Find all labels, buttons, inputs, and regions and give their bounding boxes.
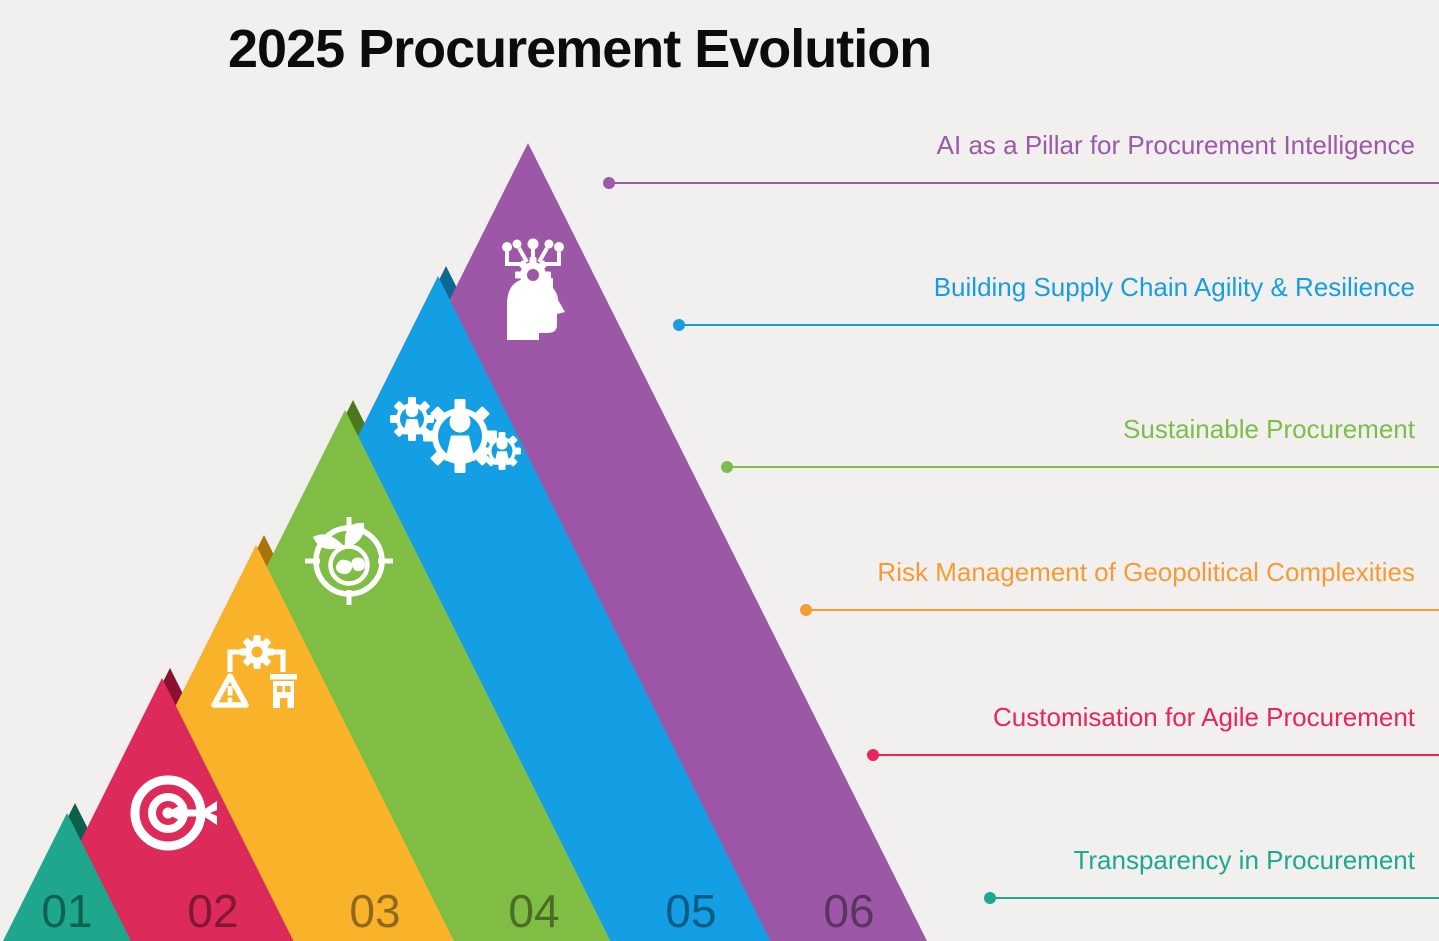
peak-number-02: 02: [187, 885, 239, 937]
sustainability-globe-icon: [305, 517, 393, 605]
peak-triangle-01: [3, 813, 131, 941]
peak-number-01: 01: [41, 885, 93, 937]
gears-teamwork-icon: [390, 397, 521, 473]
ai-brain-head-icon: [502, 238, 565, 340]
page-title: 2025 Procurement Evolution: [228, 19, 932, 79]
peak-number-06: 06: [823, 885, 875, 937]
risk-gear-warning-icon: [211, 635, 297, 708]
peak-number-03: 03: [349, 885, 401, 937]
target-dart-icon: [130, 775, 217, 851]
peak-number-05: 05: [665, 885, 717, 937]
peak-number-04: 04: [508, 885, 560, 937]
